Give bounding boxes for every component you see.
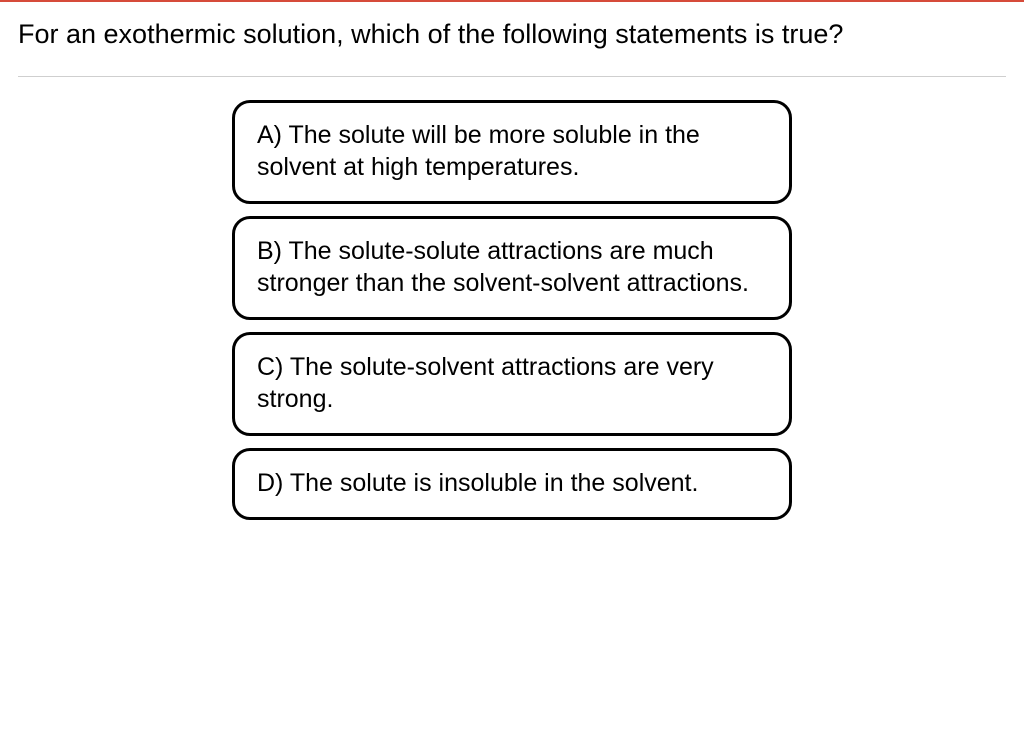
top-rule xyxy=(0,0,1024,2)
choice-a[interactable]: A) The solute will be more soluble in th… xyxy=(232,100,792,204)
page: For an exothermic solution, which of the… xyxy=(0,0,1024,746)
question-block: For an exothermic solution, which of the… xyxy=(18,18,1006,77)
choice-b[interactable]: B) The solute-solute attractions are muc… xyxy=(232,216,792,320)
choice-label: A) The solute will be more soluble in th… xyxy=(257,121,700,181)
choice-label: C) The solute-solvent attractions are ve… xyxy=(257,353,714,413)
choice-d[interactable]: D) The solute is insoluble in the solven… xyxy=(232,448,792,520)
choice-c[interactable]: C) The solute-solvent attractions are ve… xyxy=(232,332,792,436)
choice-label: D) The solute is insoluble in the solven… xyxy=(257,469,698,497)
choice-label: B) The solute-solute attractions are muc… xyxy=(257,237,749,297)
question-text: For an exothermic solution, which of the… xyxy=(18,19,843,49)
choices-container: A) The solute will be more soluble in th… xyxy=(0,100,1024,520)
